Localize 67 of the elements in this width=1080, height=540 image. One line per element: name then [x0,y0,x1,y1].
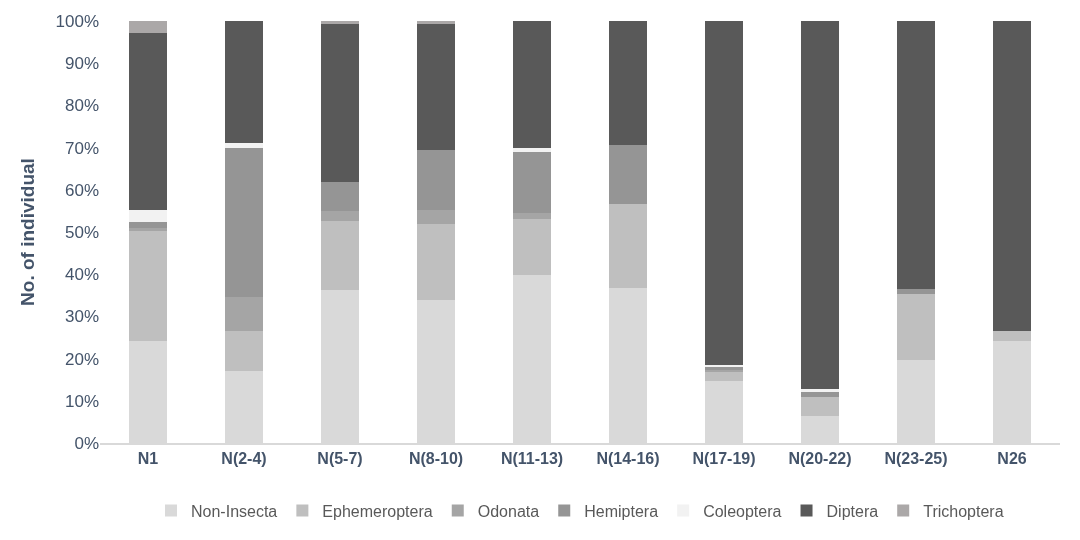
bar [800,396,840,416]
y-tick-label: 70% [64,138,99,158]
bar [224,148,264,297]
legend-label: Trichoptera [923,502,1004,520]
bar [608,204,648,288]
y-axis-title: No. of individual [17,158,39,306]
bar [416,209,456,225]
bar [896,293,936,360]
bar [512,148,552,153]
y-tick-label: 60% [64,180,99,200]
bar [704,21,744,366]
x-tick-label: N(11-13) [500,449,564,467]
x-tick-label: N(2-4) [221,449,267,467]
bar [992,331,1032,341]
bar [800,21,840,390]
legend-label: Hemiptera [584,502,659,520]
x-tick-label: N(17-19) [692,449,756,467]
bar [512,219,552,276]
y-tick-label: 100% [55,11,99,31]
bar [512,152,552,213]
bar [320,210,360,221]
bar [128,33,168,210]
bar [704,371,744,382]
legend-label: Odonata [477,502,540,520]
bar [128,228,168,231]
y-tick-label: 90% [64,54,99,74]
y-tick-label: 30% [64,307,99,327]
x-tick-label: N(14-16) [596,449,660,467]
bar [320,181,360,211]
bar [416,224,456,300]
legend-label: Coleoptera [703,502,782,520]
x-tick-label: N26 [997,449,1027,467]
bar [608,21,648,146]
bar [128,230,168,341]
bar [128,209,168,222]
x-tick-label: N1 [137,449,159,467]
bar [512,21,552,149]
bar [416,23,456,150]
x-tick-label: N(20-22) [788,449,852,467]
x-tick-label: N(8-10) [408,449,464,467]
bar [320,21,360,24]
y-tick-label: 80% [64,96,99,116]
bar [320,23,360,182]
bar [800,389,840,392]
bar [608,145,648,205]
bar [128,21,168,34]
y-tick-label: 40% [64,265,99,285]
bar [320,220,360,291]
bar [992,21,1032,332]
bar [224,21,264,143]
x-tick-label: N(5-7) [317,449,363,467]
bar [224,142,264,149]
bar [416,149,456,210]
legend-label: Ephemeroptera [322,502,433,520]
bar [896,288,936,294]
legend-label: Diptera [826,502,879,520]
bar [416,21,456,24]
y-tick-label: 20% [64,349,99,369]
legend-label: Non-Insecta [191,502,278,520]
bar [128,221,168,229]
bar [224,331,264,371]
y-tick-label: 10% [64,391,99,411]
y-tick-label: 0% [74,433,99,453]
bar [224,296,264,332]
bar [896,21,936,289]
y-tick-label: 50% [64,222,99,242]
x-tick-label: N(23-25) [884,449,948,467]
